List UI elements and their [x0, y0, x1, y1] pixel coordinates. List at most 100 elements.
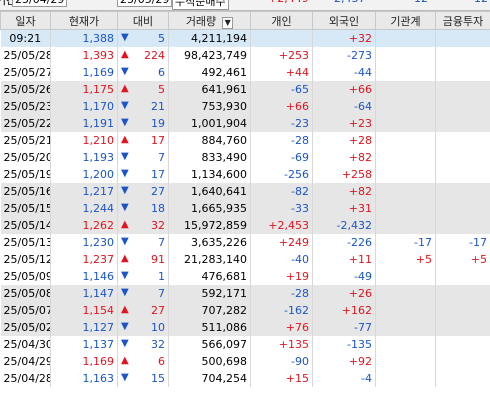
change-arrow: ▲ [121, 253, 129, 264]
volume-cell: 592,171 [168, 285, 251, 302]
date-cell: 25/05/07 [0, 302, 51, 319]
date-cell: 25/05/14 [0, 217, 51, 234]
change-cell: ▼ 21 [117, 98, 169, 115]
sort-button[interactable]: ▼ [222, 16, 234, 29]
start-date[interactable]: 25/04/29 [12, 0, 68, 7]
table-row[interactable]: 25/05/23 1,170 ▼ 21 753,930 +66 -64 [0, 98, 490, 115]
price-cell: 1,262 [50, 217, 118, 234]
table-row[interactable]: 25/05/26 1,175 ▲ 5 641,961 -65 +66 [0, 81, 490, 98]
volume-cell: 98,423,749 [168, 47, 251, 64]
change-arrow: ▲ [121, 134, 129, 145]
net-buy-cell: -17 [435, 234, 490, 251]
net-buy-cell [375, 302, 436, 319]
table-row[interactable]: 09:21 1,388 ▼ 5 4,211,194 +32 [0, 29, 490, 47]
net-buy-cell [375, 132, 436, 149]
net-buy-cell [375, 268, 436, 285]
net-buy-cell: +66 [312, 81, 376, 98]
change-arrow: ▼ [121, 66, 129, 77]
net-buy-cell: +5 [375, 251, 436, 268]
net-buy-cell [435, 64, 490, 81]
net-buy-cell [375, 370, 436, 387]
column-header[interactable]: 외국인 [312, 11, 376, 30]
change-arrow: ▼ [121, 151, 129, 162]
price-cell: 1,191 [50, 115, 118, 132]
table-row[interactable]: 25/04/30 1,137 ▼ 32 566,097 +135 -135 [0, 336, 490, 353]
net-buy-cell: -28 [250, 285, 313, 302]
change-arrow: ▼ [121, 100, 129, 111]
end-date[interactable]: 25/05/29 [117, 0, 173, 7]
change-value: 7 [158, 287, 165, 300]
table-row[interactable]: 25/05/16 1,217 ▼ 27 1,640,641 -82 +82 [0, 183, 490, 200]
column-header[interactable]: 기관계 [375, 11, 436, 30]
date-cell: 25/05/22 [0, 115, 51, 132]
change-value: 18 [151, 202, 165, 215]
change-value: 6 [158, 355, 165, 368]
change-value: 17 [151, 134, 165, 147]
net-buy-cell: +258 [312, 166, 376, 183]
net-buy-cell [435, 166, 490, 183]
column-header[interactable]: 현재가 [50, 11, 118, 30]
change-arrow: ▲ [121, 49, 129, 60]
table-row[interactable]: 25/05/14 1,262 ▲ 32 15,972,859 +2,453 -2,432 [0, 217, 490, 234]
volume-cell: 476,681 [168, 268, 251, 285]
table-row[interactable]: 25/05/12 1,237 ▲ 91 21,283,140 -40 +11 +5 +5 [0, 251, 490, 268]
price-cell: 1,137 [50, 336, 118, 353]
net-buy-cell [375, 115, 436, 132]
net-buy-cell: +253 [250, 47, 313, 64]
table-row[interactable]: 25/05/13 1,230 ▼ 7 3,635,226 +249 -226 -17 -17 [0, 234, 490, 251]
table-row[interactable]: 25/05/09 1,146 ▼ 1 476,681 +19 -49 [0, 268, 490, 285]
price-cell: 1,210 [50, 132, 118, 149]
table-row[interactable]: 25/05/21 1,210 ▲ 17 884,760 -28 +28 [0, 132, 490, 149]
column-header[interactable]: 거래량 ▼ [168, 11, 251, 30]
table-row[interactable]: 25/05/28 1,393 ▲ 224 98,423,749 +253 -273 [0, 47, 490, 64]
table-row[interactable]: 25/05/27 1,169 ▼ 6 492,461 +44 -44 [0, 64, 490, 81]
column-header[interactable]: 개인 [250, 11, 313, 30]
net-buy-cell [435, 302, 490, 319]
net-buy-cell [375, 149, 436, 166]
volume-cell: 641,961 [168, 81, 251, 98]
net-buy-cell: +19 [250, 268, 313, 285]
volume-cell: 833,490 [168, 149, 251, 166]
price-cell: 1,127 [50, 319, 118, 336]
change-value: 15 [151, 372, 165, 385]
net-buy-cell: +249 [250, 234, 313, 251]
change-cell: ▲ 224 [117, 47, 169, 64]
net-buy-cell: -33 [250, 200, 313, 217]
date-cell: 25/04/30 [0, 336, 51, 353]
date-cell: 25/05/13 [0, 234, 51, 251]
header-row: 일자 현재가 대비 거래량 ▼ 개인 외국인 기관계 금융투자 [0, 11, 490, 30]
change-cell: ▼ 6 [117, 64, 169, 81]
change-arrow: ▼ [121, 270, 129, 281]
change-cell: ▼ 1 [117, 268, 169, 285]
net-buy-cell: -49 [312, 268, 376, 285]
price-cell: 1,237 [50, 251, 118, 268]
net-buy-cell [435, 200, 490, 217]
table-row[interactable]: 25/05/08 1,147 ▼ 7 592,171 -28 +26 [0, 285, 490, 302]
column-header[interactable]: 금융투자 [435, 11, 490, 30]
net-buy-cell [435, 47, 490, 64]
table-row[interactable]: 25/05/02 1,127 ▼ 10 511,086 +76 -77 [0, 319, 490, 336]
table-row[interactable]: 25/04/29 1,169 ▲ 6 500,698 -90 +92 [0, 353, 490, 370]
mode-select[interactable]: 누적순매수 [172, 0, 229, 10]
column-header[interactable]: 대비 [117, 11, 169, 30]
table-row[interactable]: 25/05/19 1,200 ▼ 17 1,134,600 -256 +258 [0, 166, 490, 183]
change-cell: ▼ 7 [117, 149, 169, 166]
volume-cell: 1,001,904 [168, 115, 251, 132]
date-cell: 25/05/16 [0, 183, 51, 200]
table-row[interactable]: 25/05/15 1,244 ▼ 18 1,665,935 -33 +31 [0, 200, 490, 217]
net-buy-cell [435, 29, 490, 47]
column-header[interactable]: 일자 [0, 11, 51, 30]
net-buy-cell: +32 [312, 29, 376, 47]
table-row[interactable]: 25/05/07 1,154 ▲ 27 707,282 -162 +162 [0, 302, 490, 319]
net-buy-cell: +26 [312, 285, 376, 302]
date-cell: 25/05/23 [0, 98, 51, 115]
table-row[interactable]: 25/04/28 1,163 ▼ 15 704,254 +15 -4 [0, 370, 490, 387]
table-row[interactable]: 25/05/22 1,191 ▼ 19 1,001,904 -23 +23 [0, 115, 490, 132]
table-row[interactable]: 25/05/20 1,193 ▼ 7 833,490 -69 +82 [0, 149, 490, 166]
change-value: 5 [158, 83, 165, 96]
sum-foreign: -2,437 [330, 0, 365, 5]
net-buy-cell: +28 [312, 132, 376, 149]
volume-cell: 511,086 [168, 319, 251, 336]
net-buy-cell [375, 81, 436, 98]
